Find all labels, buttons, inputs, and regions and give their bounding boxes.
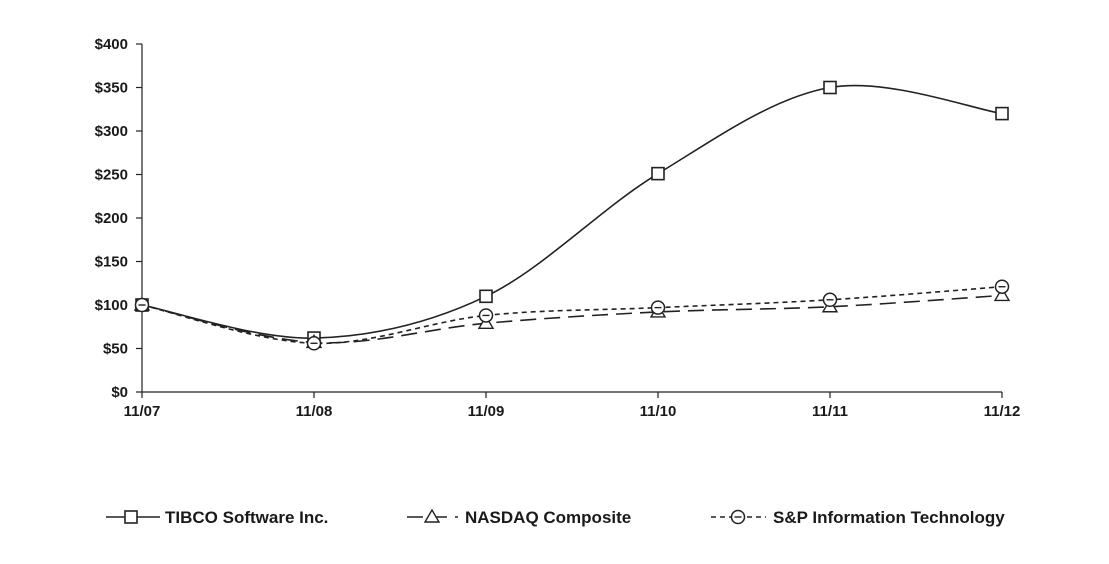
data-point-square bbox=[823, 80, 837, 95]
data-point-circle bbox=[306, 336, 322, 351]
data-point-circle bbox=[134, 297, 150, 313]
x-tick-label: 11/12 bbox=[984, 403, 1021, 420]
data-point-circle bbox=[650, 300, 666, 315]
legend: TIBCO Software Inc. NASDAQ Composite S&P I… bbox=[106, 508, 1005, 527]
x-tick-label: 11/10 bbox=[640, 403, 677, 420]
series-group bbox=[133, 80, 1011, 351]
x-tick-label: 11/11 bbox=[812, 403, 848, 420]
series-line bbox=[141, 285, 1003, 345]
data-point-circle bbox=[478, 308, 494, 323]
y-tick-label: $350 bbox=[95, 80, 128, 97]
data-point-triangle bbox=[993, 287, 1011, 302]
series-line bbox=[141, 294, 1003, 344]
legend-item: S&P Information Technology bbox=[711, 508, 1005, 527]
x-tick-label: 11/08 bbox=[296, 403, 333, 420]
data-point-square bbox=[995, 106, 1009, 121]
legend-label: TIBCO Software Inc. bbox=[165, 508, 328, 527]
series-triangle bbox=[133, 287, 1011, 349]
x-axis: 11/07 11/08 11/09 11/10 11/11 11/12 bbox=[124, 391, 1021, 420]
x-ticks: 11/07 11/08 11/09 11/10 11/11 11/12 bbox=[124, 392, 1021, 420]
y-axis: $0 $50 $100 $150 $200 $250 $300 $350 $400 bbox=[95, 36, 143, 401]
y-tick-label: $150 bbox=[95, 254, 128, 271]
y-ticks: $0 $50 $100 $150 $200 $250 $300 $350 $400 bbox=[95, 36, 142, 401]
x-tick-label: 11/07 bbox=[124, 403, 161, 420]
x-tick-label: 11/09 bbox=[468, 403, 505, 420]
legend-marker-triangle bbox=[423, 508, 441, 523]
legend-marker-circle bbox=[730, 509, 746, 525]
y-tick-label: $50 bbox=[103, 341, 128, 358]
data-point-circle bbox=[994, 279, 1010, 294]
y-tick-label: $250 bbox=[95, 167, 128, 184]
legend-label: S&P Information Technology bbox=[773, 508, 1005, 527]
data-point-square bbox=[479, 289, 493, 304]
series-circle bbox=[134, 279, 1010, 351]
y-tick-label: $100 bbox=[95, 297, 128, 314]
data-point-square bbox=[651, 166, 665, 181]
data-point-circle bbox=[822, 292, 838, 308]
y-tick-label: $200 bbox=[95, 210, 128, 227]
y-tick-label: $400 bbox=[95, 36, 128, 53]
series-square bbox=[135, 80, 1009, 345]
series-line bbox=[141, 84, 1003, 339]
legend-item: TIBCO Software Inc. bbox=[106, 508, 328, 527]
legend-item: NASDAQ Composite bbox=[407, 508, 631, 527]
y-tick-label: $300 bbox=[95, 123, 128, 140]
legend-marker-square bbox=[124, 510, 138, 524]
legend-label: NASDAQ Composite bbox=[465, 508, 631, 527]
y-tick-label: $0 bbox=[111, 384, 128, 401]
